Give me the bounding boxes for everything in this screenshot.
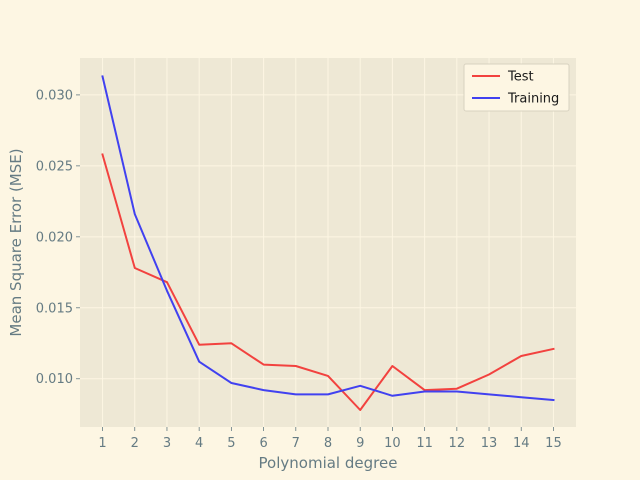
x-tick-label: 13: [481, 436, 498, 451]
legend-label-test: Test: [507, 70, 534, 85]
y-tick-label: 0.030: [36, 88, 73, 103]
y-axis-label: Mean Square Error (MSE): [7, 148, 25, 336]
y-tick-label: 0.020: [36, 230, 73, 245]
x-tick-label: 8: [324, 436, 332, 451]
x-tick-label: 6: [259, 436, 267, 451]
legend-label-training: Training: [507, 92, 559, 107]
x-tick-label: 2: [131, 436, 139, 451]
x-tick-label: 1: [98, 436, 106, 451]
x-tick-label: 5: [227, 436, 235, 451]
series-line-training: [101, 75, 555, 402]
x-axis-label: Polynomial degree: [259, 454, 398, 472]
x-tick-label: 4: [195, 436, 203, 451]
x-tick-label: 14: [513, 436, 530, 451]
x-tick-label: 12: [449, 436, 466, 451]
series-lines: [101, 75, 555, 411]
x-tick-label: 15: [545, 436, 562, 451]
y-tick-label: 0.015: [36, 301, 73, 316]
series-line-test: [101, 153, 555, 411]
x-tick-label: 9: [356, 436, 364, 451]
y-tick-label: 0.010: [36, 372, 73, 387]
legend: Test Training: [463, 63, 570, 112]
y-axis-ticks: 0.010 0.015 0.020 0.025 0.030: [36, 88, 80, 387]
y-tick-label: 0.025: [36, 159, 73, 174]
x-tick-label: 7: [292, 436, 300, 451]
x-tick-label: 10: [384, 436, 401, 451]
x-axis-ticks: 1 2 3 4 5 6 7 8 9 10 11 12 13 14 15: [98, 427, 562, 451]
x-tick-label: 11: [416, 436, 433, 451]
x-tick-label: 3: [163, 436, 171, 451]
